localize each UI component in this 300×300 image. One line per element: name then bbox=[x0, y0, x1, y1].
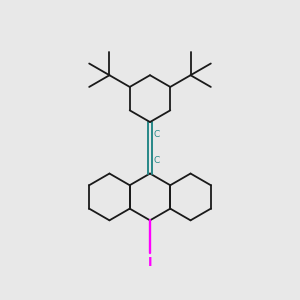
Text: I: I bbox=[148, 256, 152, 268]
Text: C: C bbox=[154, 156, 160, 165]
Text: C: C bbox=[154, 130, 160, 140]
